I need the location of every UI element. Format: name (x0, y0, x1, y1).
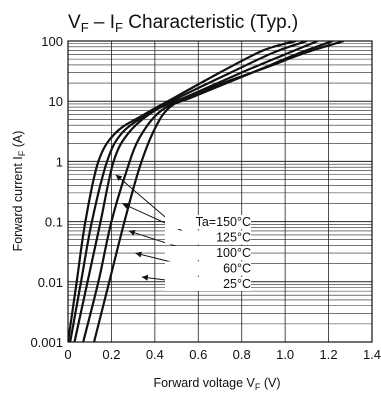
x-axis-label-text: Forward voltage V (153, 376, 255, 390)
y-axis-label-text: Forward current I (11, 156, 25, 251)
legend-label: 100°C (216, 246, 251, 260)
legend-leader-arrowhead (135, 251, 142, 258)
x-tick-label: 0.8 (233, 347, 251, 362)
series-curves (68, 41, 345, 342)
legend-label: 25°C (223, 277, 251, 291)
title-main: V (68, 12, 81, 33)
y-tick-label: 100 (41, 34, 63, 49)
y-tick-label: 10 (49, 94, 63, 109)
x-tick-label: 0.6 (189, 347, 207, 362)
y-axis-label-sub: F (17, 150, 27, 156)
legend-label-bg (165, 261, 251, 276)
chart-title: VF – IF Characteristic (Typ.) (68, 12, 298, 35)
legend-leader-arrowhead (122, 203, 129, 209)
legend-label-bg (165, 230, 251, 245)
y-tick-label: 1 (56, 154, 63, 169)
x-axis-label-sub: F (255, 382, 261, 392)
x-tick-label: 0 (64, 347, 71, 362)
title-rest: Characteristic (Typ.) (123, 12, 298, 33)
legend-label-bg (165, 215, 251, 229)
legend-label-bg (165, 246, 251, 260)
title-dash: – I (89, 12, 115, 33)
x-tick-label: 1.2 (320, 347, 338, 362)
legend-leader-line (115, 174, 172, 223)
y-axis-label-unit: (A) (11, 131, 25, 151)
title-dash-sub: F (115, 20, 123, 35)
y-tick-label: 0.001 (30, 335, 63, 350)
series-line-0 (68, 41, 297, 342)
series-line-1 (69, 41, 308, 342)
plot-frame (67, 40, 373, 343)
x-axis-label: Forward voltage VF (V) (153, 376, 280, 392)
y-axis-label: Forward current IF (A) (11, 131, 27, 252)
series-line-4 (92, 41, 345, 342)
y-tick-label: 0.1 (45, 215, 63, 230)
y-tick-label: 0.01 (38, 275, 63, 290)
series-line-2 (73, 41, 319, 342)
legend-label-bg (165, 277, 251, 291)
legend-label: 60°C (223, 262, 251, 276)
y-tick-labels: 0.001 0.01 0.1 1 10 100 (30, 34, 63, 350)
x-tick-labels: 0 0.2 0.4 0.6 0.8 1.0 1.2 1.4 (64, 347, 381, 362)
legend-leader-arrowhead (115, 174, 123, 181)
legend-leader-arrowhead (128, 229, 136, 236)
x-tick-label: 0.4 (146, 347, 164, 362)
x-tick-label: 0.2 (102, 347, 120, 362)
x-tick-label: 1.0 (276, 347, 294, 362)
legend-label: Ta=150°C (196, 215, 251, 229)
x-tick-label: 1.4 (363, 347, 381, 362)
title-main-sub: F (81, 20, 89, 35)
x-axis-label-unit: (V) (260, 376, 280, 390)
legend-label: 125°C (216, 231, 251, 245)
legend-leader-arrowhead (141, 274, 149, 281)
